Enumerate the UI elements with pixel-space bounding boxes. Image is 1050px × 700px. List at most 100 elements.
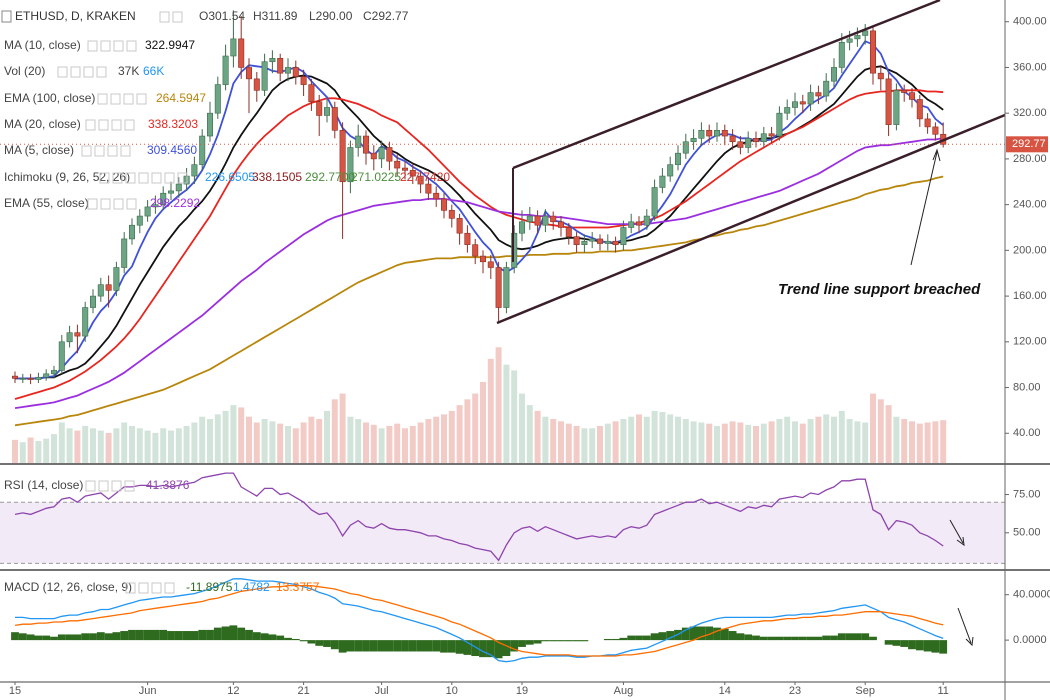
macd-histogram-bar <box>463 640 472 655</box>
macd-histogram-bar <box>837 633 846 641</box>
legend-button[interactable] <box>99 172 110 184</box>
macd-histogram-bar <box>221 626 230 641</box>
legend-button[interactable] <box>113 198 124 210</box>
legend-button[interactable] <box>126 40 137 52</box>
legend-button[interactable] <box>120 145 131 157</box>
legend-button[interactable] <box>138 172 149 184</box>
candle-body <box>768 133 775 137</box>
legend-button[interactable] <box>87 40 98 52</box>
candle-body <box>121 238 128 268</box>
volume-bar <box>285 425 291 463</box>
macd-histogram-bar <box>96 632 105 641</box>
legend-button[interactable] <box>107 145 118 157</box>
legend-button[interactable] <box>70 66 81 78</box>
legend-button[interactable] <box>159 11 170 23</box>
candle-body <box>690 138 697 143</box>
volume-bar <box>526 405 533 463</box>
volume-bar <box>214 414 221 463</box>
legend-button[interactable] <box>87 198 98 210</box>
legend-button[interactable] <box>177 172 188 184</box>
volume-bar <box>378 428 385 463</box>
legend-button[interactable] <box>125 172 136 184</box>
macd-histogram-bar <box>728 631 737 641</box>
legend-button[interactable] <box>100 198 111 210</box>
legend-button[interactable] <box>94 145 105 157</box>
candle-body <box>713 130 720 137</box>
volume-bar <box>152 432 159 463</box>
collapse-icon[interactable] <box>1 10 12 23</box>
macd-histogram-bar <box>65 634 74 641</box>
legend-button[interactable] <box>96 66 107 78</box>
signal-line <box>14 584 944 657</box>
candle-body <box>784 107 791 114</box>
legend-button[interactable] <box>98 119 109 131</box>
legend-button[interactable] <box>85 480 96 492</box>
rsi-arrow-head <box>956 536 965 547</box>
legend-button[interactable] <box>123 93 134 105</box>
volume-bar <box>425 419 432 463</box>
candle-body <box>152 204 159 208</box>
legend-button[interactable] <box>110 93 121 105</box>
legend-button[interactable] <box>111 480 122 492</box>
legend-button[interactable] <box>125 582 136 594</box>
legend-button[interactable] <box>57 66 68 78</box>
legend-button[interactable] <box>111 119 122 131</box>
legend-button[interactable] <box>97 93 108 105</box>
y-tick-label: 75.00 <box>1013 488 1041 500</box>
volume-bar <box>253 422 260 463</box>
legend-button[interactable] <box>113 40 124 52</box>
candle-body <box>667 164 674 177</box>
candle-body <box>323 107 330 116</box>
macd-histogram-bar <box>268 634 277 641</box>
legend-button[interactable] <box>124 119 135 131</box>
y-tick-label: 40.00 <box>1013 427 1041 439</box>
candle-body <box>924 118 931 128</box>
legend-button[interactable] <box>83 66 94 78</box>
legend-button[interactable] <box>136 93 147 105</box>
legend-button[interactable] <box>126 198 137 210</box>
macd-histogram-bar <box>658 632 667 641</box>
volume-bar <box>355 419 362 463</box>
candle-body <box>526 215 533 223</box>
legend-button[interactable] <box>98 480 109 492</box>
macd-histogram-bar <box>635 635 643 641</box>
candle-body <box>19 378 26 380</box>
legend-button[interactable] <box>172 11 183 23</box>
macd-histogram-bar <box>89 633 97 641</box>
macd-histogram-bar <box>752 635 760 641</box>
legend-button[interactable] <box>164 582 175 594</box>
y-tick-label: 360.00 <box>1013 61 1047 73</box>
volume-bar <box>487 358 494 463</box>
legend-button[interactable] <box>124 480 135 492</box>
legend-button[interactable] <box>112 172 123 184</box>
candle-body <box>604 240 611 244</box>
volume-bar <box>82 425 89 463</box>
candle-body <box>261 61 268 91</box>
macd-histogram-bar <box>681 627 690 641</box>
macd-histogram-bar <box>603 638 612 641</box>
legend-button[interactable] <box>164 172 175 184</box>
candle-body <box>534 215 541 226</box>
candle-body <box>378 147 385 160</box>
legend-button[interactable] <box>100 40 111 52</box>
candle-body <box>674 152 681 165</box>
legend-button[interactable] <box>138 582 149 594</box>
volume-bar <box>776 419 783 463</box>
legend-button[interactable] <box>81 145 92 157</box>
volume-bar <box>144 430 151 463</box>
candle-body <box>916 99 923 120</box>
candle-body <box>316 101 323 116</box>
marks <box>0 10 1005 663</box>
legend-button[interactable] <box>151 172 162 184</box>
macd-histogram-bar <box>806 636 815 641</box>
candle-body <box>409 170 416 177</box>
volume-bar <box>222 410 229 463</box>
legend-button[interactable] <box>85 119 96 131</box>
volume-bar <box>909 421 915 463</box>
macd-histogram-bar <box>923 640 932 652</box>
legend-button[interactable] <box>151 582 162 594</box>
candle-body <box>82 307 89 337</box>
volume-bar <box>168 430 174 463</box>
macd-histogram-bar <box>557 640 565 642</box>
